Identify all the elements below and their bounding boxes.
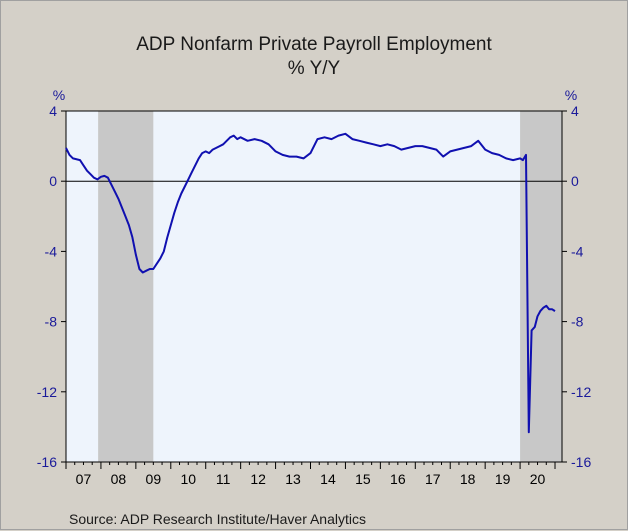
y-tick-label-left: 0 [49, 173, 57, 189]
x-tick-label: 16 [390, 471, 406, 487]
y-tick-label-left: 4 [49, 103, 57, 119]
source-note: Source: ADP Research Institute/Haver Ana… [69, 511, 366, 527]
plot-area: 4 4 0 0 -4 -4 -8 -8 -12 -12 -16 -16 07 08 09 10 11 12 13 14… [37, 103, 592, 487]
x-tick-label: 14 [320, 471, 336, 487]
y-axis-left-unit: % [53, 87, 65, 103]
y-axis-right-unit: % [565, 87, 577, 103]
x-tick-label: 08 [111, 471, 127, 487]
x-tick-label: 18 [460, 471, 476, 487]
y-tick-label-right: -12 [571, 384, 591, 400]
x-tick-label: 13 [285, 471, 301, 487]
x-tick-label: 20 [530, 471, 546, 487]
x-tick-label: 09 [146, 471, 162, 487]
y-tick-label-right: -8 [571, 314, 584, 330]
y-tick-label-left: -4 [45, 243, 58, 259]
x-tick-label: 15 [355, 471, 371, 487]
x-tick-label: 12 [250, 471, 266, 487]
x-tick-label: 10 [180, 471, 196, 487]
y-tick-label-left: -8 [45, 314, 58, 330]
y-tick-label-right: -16 [571, 454, 591, 470]
y-tick-label-right: 0 [571, 173, 579, 189]
recession-band-0 [98, 111, 154, 462]
series-line-0 [65, 132, 556, 434]
x-tick-label: 17 [425, 471, 441, 487]
y-tick-label-left: -12 [37, 384, 57, 400]
y-tick-label-right: 4 [571, 103, 579, 119]
chart-title: ADP Nonfarm Private Payroll Employment [136, 34, 492, 55]
plot-border [65, 110, 563, 463]
x-tick-label: 11 [216, 471, 231, 487]
x-tick-label: 07 [76, 471, 92, 487]
x-tick-label: 19 [495, 471, 511, 487]
chart-subtitle: % Y/Y [288, 58, 341, 79]
y-tick-label-left: -16 [37, 454, 57, 470]
y-tick-label-right: -4 [571, 243, 584, 259]
